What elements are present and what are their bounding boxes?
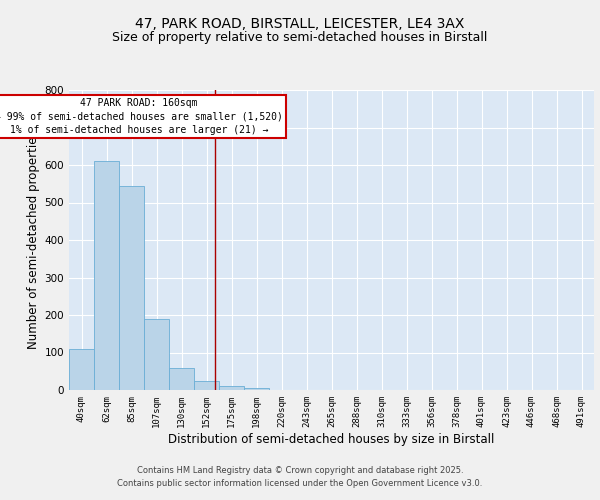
Bar	[244, 388, 269, 390]
Text: 47, PARK ROAD, BIRSTALL, LEICESTER, LE4 3AX: 47, PARK ROAD, BIRSTALL, LEICESTER, LE4 …	[136, 18, 464, 32]
Bar	[119, 186, 144, 390]
Text: Size of property relative to semi-detached houses in Birstall: Size of property relative to semi-detach…	[112, 31, 488, 44]
Bar	[69, 349, 94, 390]
Bar	[94, 161, 119, 390]
Bar	[169, 368, 194, 390]
Bar	[144, 319, 169, 390]
Bar	[219, 386, 244, 390]
Text: Contains HM Land Registry data © Crown copyright and database right 2025.
Contai: Contains HM Land Registry data © Crown c…	[118, 466, 482, 487]
Bar	[194, 380, 219, 390]
Y-axis label: Number of semi-detached properties: Number of semi-detached properties	[28, 130, 40, 350]
X-axis label: Distribution of semi-detached houses by size in Birstall: Distribution of semi-detached houses by …	[169, 432, 494, 446]
Text: 47 PARK ROAD: 160sqm
← 99% of semi-detached houses are smaller (1,520)
1% of sem: 47 PARK ROAD: 160sqm ← 99% of semi-detac…	[0, 98, 283, 134]
